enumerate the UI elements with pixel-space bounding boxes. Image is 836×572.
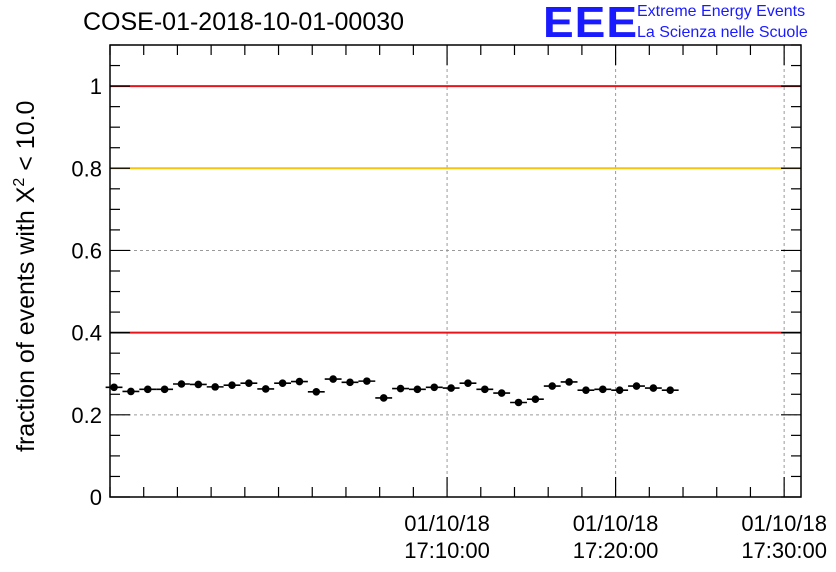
y-tick-label: 0.8 [71, 156, 102, 181]
data-point [514, 398, 523, 407]
x-tick-label-date: 01/10/18 [573, 511, 659, 536]
data-point [278, 379, 287, 387]
data-point [312, 388, 321, 396]
y-tick-label: 0.2 [71, 403, 102, 428]
data-point [160, 385, 169, 394]
logo-text-line1: Extreme Energy Events [637, 3, 806, 20]
grid-lines [110, 45, 801, 497]
data-point [582, 386, 590, 394]
data-point [666, 386, 675, 394]
y-tick-label: 0.4 [71, 321, 102, 346]
data-point [143, 385, 152, 394]
data-point [430, 383, 439, 392]
data-points [105, 375, 679, 407]
x-tick-label-date: 01/10/18 [404, 511, 490, 536]
data-point [329, 375, 337, 383]
data-point [245, 379, 253, 387]
data-point [295, 377, 304, 386]
data-point [548, 382, 557, 390]
x-tick-label-time: 17:30:00 [741, 538, 827, 563]
x-tick-label-time: 17:20:00 [573, 538, 659, 563]
data-point [481, 385, 489, 394]
data-point [363, 377, 371, 385]
data-point [565, 378, 573, 386]
data-point [177, 380, 186, 388]
data-point [396, 384, 405, 393]
data-point [110, 383, 118, 392]
data-point [228, 381, 236, 390]
x-tick-label-time: 17:10:00 [404, 538, 490, 563]
data-point [127, 387, 135, 396]
data-point [346, 378, 354, 387]
data-point [531, 395, 540, 404]
x-tick-label-date: 01/10/18 [741, 511, 827, 536]
data-point [632, 382, 641, 390]
data-point [599, 385, 607, 394]
axes: 00.20.40.60.8101/10/1817:10:0001/10/1817… [71, 44, 827, 563]
data-point [211, 383, 219, 391]
chart-title: COSE-01-2018-10-01-00030 [83, 8, 405, 36]
eee-logo: EEE [543, 0, 639, 47]
y-axis-label: fraction of events with X2 < 10.0 [11, 101, 40, 452]
data-point [413, 385, 422, 394]
reference-lines [110, 85, 801, 334]
data-point [464, 379, 472, 387]
y-tick-label: 0.6 [71, 238, 102, 263]
y-tick-label: 1 [90, 74, 102, 99]
plot-frame [109, 44, 802, 498]
logo-text-line2: La Scienza nelle Scuole [637, 24, 808, 41]
data-point [615, 386, 624, 394]
data-point [194, 380, 203, 389]
data-point [261, 385, 270, 393]
y-tick-label: 0 [90, 485, 102, 510]
data-point [649, 384, 658, 392]
data-point [379, 394, 388, 402]
data-point [447, 384, 455, 392]
data-point [497, 389, 506, 397]
